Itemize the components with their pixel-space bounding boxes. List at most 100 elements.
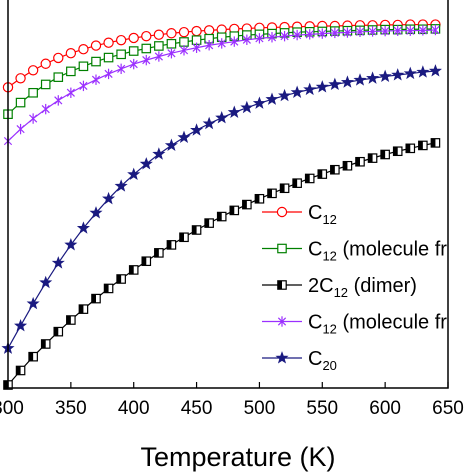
series-3-point <box>430 138 441 148</box>
legend: C12 C12 (molecule fr 2C12 (dimer) C12 (mole… <box>262 202 447 373</box>
series-1-point <box>191 25 202 37</box>
series-2-point <box>78 61 89 72</box>
series-3-point <box>405 143 416 154</box>
series-3-point <box>304 173 315 184</box>
series-5-point <box>114 179 128 192</box>
series-3-point <box>367 153 378 163</box>
series-5-point <box>227 105 241 118</box>
series-5-point <box>416 65 430 78</box>
series-1-point <box>65 48 77 59</box>
legend-marker <box>277 243 287 254</box>
legend-label: C12 (molecule fr <box>308 239 447 264</box>
series-2-point <box>66 66 76 77</box>
series-5-point <box>64 238 78 251</box>
series-4-point <box>293 29 302 41</box>
series-3-point <box>279 183 290 194</box>
series-5 <box>1 64 442 354</box>
series-4-point <box>205 40 214 51</box>
series-5-point <box>366 71 380 84</box>
series-4-point <box>431 24 440 36</box>
series-1-point <box>166 28 177 39</box>
series-2-point <box>128 46 139 56</box>
series-3-point <box>204 218 214 228</box>
series-3-point <box>292 178 302 188</box>
legend-label: 2C12 (dimer) <box>308 275 417 300</box>
x-tick-label: 600 <box>369 398 401 419</box>
series-5-point <box>139 157 153 170</box>
series-4-point <box>66 87 75 98</box>
series-3-point <box>91 293 101 304</box>
series-3-point <box>229 205 240 216</box>
x-axis-title: Temperature (K) <box>140 442 335 472</box>
series-5-point <box>39 275 53 289</box>
x-tick-label: 400 <box>118 398 150 419</box>
series-4-point <box>368 26 377 37</box>
series-4-point <box>305 29 314 40</box>
series-3-point <box>179 232 189 243</box>
series-5-point <box>152 147 166 160</box>
series-3-point <box>166 240 177 250</box>
series-3-point <box>53 326 64 337</box>
series-2-point <box>91 56 101 67</box>
series-4 <box>3 24 440 147</box>
series-1-point <box>40 58 51 69</box>
series-1-point <box>128 32 139 44</box>
legend-label: C12 (molecule fr <box>308 312 447 337</box>
series-2-point <box>53 72 64 82</box>
series-3-point <box>355 156 365 167</box>
series-3-point <box>242 199 252 210</box>
series-4-point <box>255 33 264 44</box>
x-tick-label: 550 <box>306 398 338 419</box>
series-3-point <box>392 146 403 157</box>
series-4-point <box>117 63 126 75</box>
series-4-point <box>406 25 415 36</box>
series-4-point <box>142 54 151 66</box>
series-5-point <box>177 130 191 143</box>
x-tick-label: 650 <box>432 398 464 419</box>
series-3-point <box>342 160 353 171</box>
series-4-point <box>129 58 138 70</box>
series-2-point <box>15 97 26 108</box>
series-3-point <box>317 169 328 179</box>
series-3-point <box>254 193 265 204</box>
series-1-point <box>78 44 89 55</box>
series-5-point <box>26 296 40 310</box>
legend-marker <box>277 280 287 290</box>
series-1-point <box>103 37 114 48</box>
series-5-point <box>164 138 178 151</box>
series-4-point <box>154 51 163 62</box>
legend-label: C20 <box>308 348 337 373</box>
series-5-point <box>252 96 266 109</box>
x-tick-label: 300 <box>0 398 24 419</box>
legend-item: C12 (molecule fr <box>262 312 447 337</box>
series-5-point <box>328 77 342 90</box>
legend-item: C20 <box>262 348 337 373</box>
legend-item: C12 (molecule fr <box>262 239 447 264</box>
series-5-point <box>102 191 116 205</box>
series-4-point <box>318 28 327 39</box>
series-3-point <box>191 225 202 235</box>
series-4-point <box>343 27 352 38</box>
series-2-point <box>28 87 38 98</box>
x-tick-label: 450 <box>181 398 213 419</box>
series-2-point <box>166 38 177 49</box>
series-3-point <box>128 265 139 275</box>
series-4-point <box>217 38 226 49</box>
series-4-point <box>393 25 402 36</box>
series-4-point <box>230 36 239 47</box>
x-tick-label: 350 <box>55 398 87 419</box>
series-5-point <box>265 92 279 105</box>
series-5-point <box>51 256 65 269</box>
series-4-point <box>242 34 251 45</box>
series-3-point <box>154 248 164 258</box>
series-4-point <box>280 30 289 42</box>
series-4-point <box>355 26 365 38</box>
series-5-point <box>127 167 141 181</box>
series-4-point <box>54 95 63 106</box>
series-3-point <box>141 256 152 267</box>
series-5-point <box>190 123 204 136</box>
series-5-point <box>340 75 354 88</box>
series-4-point <box>381 25 390 37</box>
legend-item: 2C12 (dimer) <box>262 275 417 300</box>
